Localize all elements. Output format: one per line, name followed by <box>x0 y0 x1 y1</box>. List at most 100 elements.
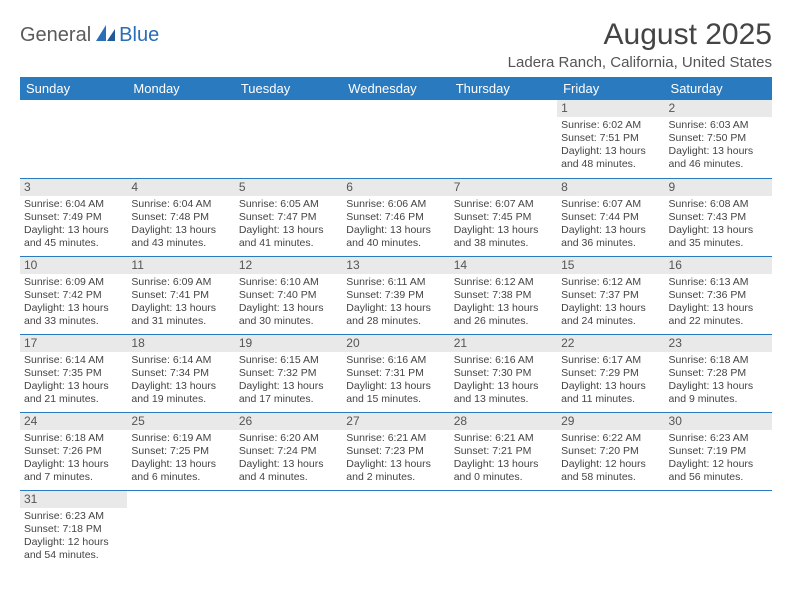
calendar-day-cell: 18Sunrise: 6:14 AMSunset: 7:34 PMDayligh… <box>127 334 234 412</box>
sunset-text: Sunset: 7:46 PM <box>346 211 445 224</box>
daylight-text: Daylight: 13 hours and 9 minutes. <box>669 380 768 406</box>
calendar-day-cell: 2Sunrise: 6:03 AMSunset: 7:50 PMDaylight… <box>665 100 772 178</box>
calendar-day-cell <box>235 100 342 178</box>
sunrise-text: Sunrise: 6:20 AM <box>239 432 338 445</box>
day-number: 7 <box>450 179 557 196</box>
calendar-day-cell: 20Sunrise: 6:16 AMSunset: 7:31 PMDayligh… <box>342 334 449 412</box>
daylight-text: Daylight: 13 hours and 24 minutes. <box>561 302 660 328</box>
sunset-text: Sunset: 7:41 PM <box>131 289 230 302</box>
daylight-text: Daylight: 13 hours and 11 minutes. <box>561 380 660 406</box>
sunrise-text: Sunrise: 6:18 AM <box>669 354 768 367</box>
calendar-week-row: 17Sunrise: 6:14 AMSunset: 7:35 PMDayligh… <box>20 334 772 412</box>
sail-icon <box>95 24 117 47</box>
calendar-day-cell: 4Sunrise: 6:04 AMSunset: 7:48 PMDaylight… <box>127 178 234 256</box>
daylight-text: Daylight: 12 hours and 54 minutes. <box>24 536 123 562</box>
daylight-text: Daylight: 13 hours and 19 minutes. <box>131 380 230 406</box>
daylight-text: Daylight: 13 hours and 26 minutes. <box>454 302 553 328</box>
day-number: 25 <box>127 413 234 430</box>
daylight-text: Daylight: 13 hours and 35 minutes. <box>669 224 768 250</box>
logo: General Blue <box>20 18 159 47</box>
calendar-day-cell: 17Sunrise: 6:14 AMSunset: 7:35 PMDayligh… <box>20 334 127 412</box>
day-number: 31 <box>20 491 127 508</box>
day-number: 22 <box>557 335 664 352</box>
daylight-text: Daylight: 13 hours and 38 minutes. <box>454 224 553 250</box>
sunset-text: Sunset: 7:37 PM <box>561 289 660 302</box>
day-number: 24 <box>20 413 127 430</box>
sunset-text: Sunset: 7:25 PM <box>131 445 230 458</box>
sunrise-text: Sunrise: 6:08 AM <box>669 198 768 211</box>
sunrise-text: Sunrise: 6:14 AM <box>24 354 123 367</box>
logo-text-general: General <box>20 24 91 47</box>
month-title: August 2025 <box>508 18 772 52</box>
day-number: 5 <box>235 179 342 196</box>
sunset-text: Sunset: 7:36 PM <box>669 289 768 302</box>
calendar-day-cell <box>450 490 557 568</box>
calendar-day-cell <box>342 100 449 178</box>
sunrise-text: Sunrise: 6:14 AM <box>131 354 230 367</box>
day-number: 11 <box>127 257 234 274</box>
sunset-text: Sunset: 7:49 PM <box>24 211 123 224</box>
weekday-header: Sunday <box>20 77 127 100</box>
weekday-header: Monday <box>127 77 234 100</box>
sunset-text: Sunset: 7:20 PM <box>561 445 660 458</box>
daylight-text: Daylight: 13 hours and 40 minutes. <box>346 224 445 250</box>
daylight-text: Daylight: 13 hours and 6 minutes. <box>131 458 230 484</box>
calendar-day-cell: 19Sunrise: 6:15 AMSunset: 7:32 PMDayligh… <box>235 334 342 412</box>
daylight-text: Daylight: 13 hours and 33 minutes. <box>24 302 123 328</box>
day-number: 23 <box>665 335 772 352</box>
sunrise-text: Sunrise: 6:16 AM <box>346 354 445 367</box>
header: General Blue August 2025 Ladera Ranch, C… <box>20 18 772 71</box>
sunset-text: Sunset: 7:34 PM <box>131 367 230 380</box>
calendar-day-cell: 21Sunrise: 6:16 AMSunset: 7:30 PMDayligh… <box>450 334 557 412</box>
calendar-day-cell: 27Sunrise: 6:21 AMSunset: 7:23 PMDayligh… <box>342 412 449 490</box>
day-number: 10 <box>20 257 127 274</box>
sunset-text: Sunset: 7:50 PM <box>669 132 768 145</box>
day-number: 1 <box>557 100 664 117</box>
calendar-day-cell: 3Sunrise: 6:04 AMSunset: 7:49 PMDaylight… <box>20 178 127 256</box>
sunrise-text: Sunrise: 6:11 AM <box>346 276 445 289</box>
calendar-day-cell: 6Sunrise: 6:06 AMSunset: 7:46 PMDaylight… <box>342 178 449 256</box>
sunset-text: Sunset: 7:47 PM <box>239 211 338 224</box>
daylight-text: Daylight: 13 hours and 43 minutes. <box>131 224 230 250</box>
sunrise-text: Sunrise: 6:03 AM <box>669 119 768 132</box>
calendar-day-cell: 10Sunrise: 6:09 AMSunset: 7:42 PMDayligh… <box>20 256 127 334</box>
day-number: 14 <box>450 257 557 274</box>
day-number: 15 <box>557 257 664 274</box>
sunrise-text: Sunrise: 6:15 AM <box>239 354 338 367</box>
calendar-day-cell: 5Sunrise: 6:05 AMSunset: 7:47 PMDaylight… <box>235 178 342 256</box>
sunrise-text: Sunrise: 6:02 AM <box>561 119 660 132</box>
daylight-text: Daylight: 13 hours and 0 minutes. <box>454 458 553 484</box>
sunset-text: Sunset: 7:30 PM <box>454 367 553 380</box>
sunrise-text: Sunrise: 6:07 AM <box>561 198 660 211</box>
daylight-text: Daylight: 13 hours and 2 minutes. <box>346 458 445 484</box>
daylight-text: Daylight: 13 hours and 13 minutes. <box>454 380 553 406</box>
day-number: 28 <box>450 413 557 430</box>
sunset-text: Sunset: 7:32 PM <box>239 367 338 380</box>
weekday-header: Saturday <box>665 77 772 100</box>
sunset-text: Sunset: 7:28 PM <box>669 367 768 380</box>
logo-text-blue: Blue <box>119 24 159 47</box>
calendar-week-row: 1Sunrise: 6:02 AMSunset: 7:51 PMDaylight… <box>20 100 772 178</box>
daylight-text: Daylight: 12 hours and 56 minutes. <box>669 458 768 484</box>
calendar-day-cell: 16Sunrise: 6:13 AMSunset: 7:36 PMDayligh… <box>665 256 772 334</box>
calendar-week-row: 3Sunrise: 6:04 AMSunset: 7:49 PMDaylight… <box>20 178 772 256</box>
calendar-day-cell: 11Sunrise: 6:09 AMSunset: 7:41 PMDayligh… <box>127 256 234 334</box>
calendar-table: Sunday Monday Tuesday Wednesday Thursday… <box>20 77 772 568</box>
sunrise-text: Sunrise: 6:21 AM <box>346 432 445 445</box>
sunset-text: Sunset: 7:18 PM <box>24 523 123 536</box>
sunset-text: Sunset: 7:45 PM <box>454 211 553 224</box>
day-number: 26 <box>235 413 342 430</box>
day-number: 16 <box>665 257 772 274</box>
daylight-text: Daylight: 13 hours and 46 minutes. <box>669 145 768 171</box>
daylight-text: Daylight: 13 hours and 7 minutes. <box>24 458 123 484</box>
sunset-text: Sunset: 7:42 PM <box>24 289 123 302</box>
sunset-text: Sunset: 7:31 PM <box>346 367 445 380</box>
sunrise-text: Sunrise: 6:22 AM <box>561 432 660 445</box>
calendar-day-cell <box>20 100 127 178</box>
calendar-day-cell: 28Sunrise: 6:21 AMSunset: 7:21 PMDayligh… <box>450 412 557 490</box>
day-number: 12 <box>235 257 342 274</box>
daylight-text: Daylight: 13 hours and 17 minutes. <box>239 380 338 406</box>
sunrise-text: Sunrise: 6:13 AM <box>669 276 768 289</box>
sunrise-text: Sunrise: 6:17 AM <box>561 354 660 367</box>
sunrise-text: Sunrise: 6:10 AM <box>239 276 338 289</box>
